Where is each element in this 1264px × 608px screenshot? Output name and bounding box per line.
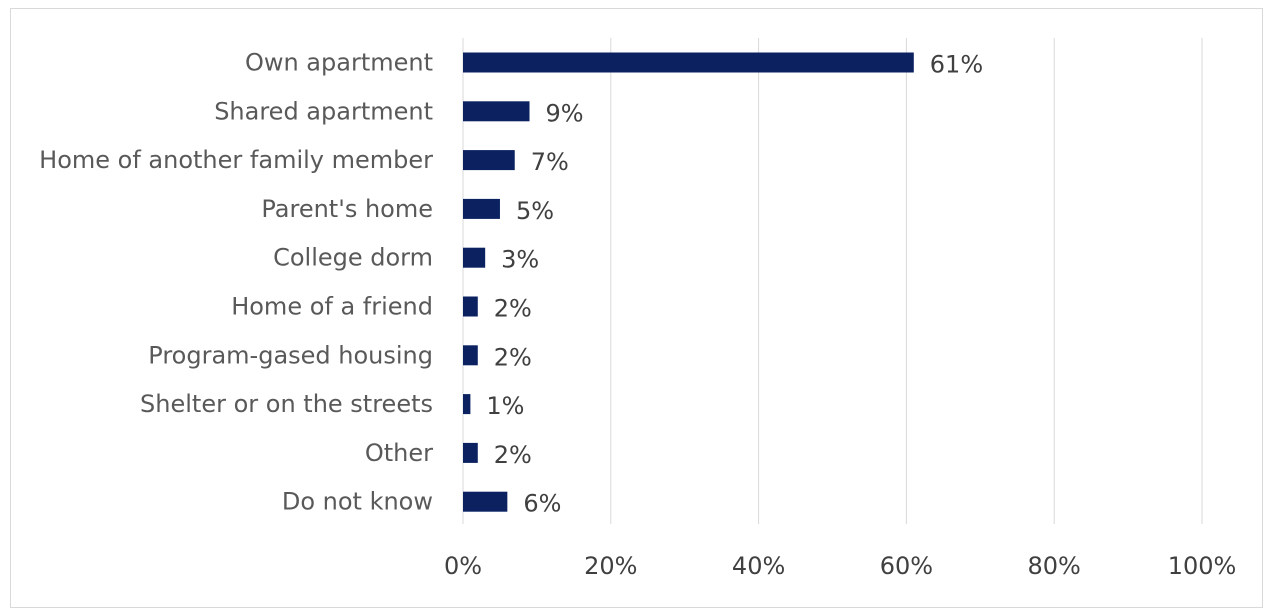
- x-tick-label: 80%: [1028, 552, 1081, 580]
- data-label: 6%: [523, 490, 561, 518]
- data-label: 9%: [546, 99, 584, 127]
- category-label: Own apartment: [245, 49, 433, 77]
- category-label: Shared apartment: [214, 97, 433, 125]
- bar: [463, 345, 478, 366]
- x-tick-label: 100%: [1168, 552, 1237, 580]
- bar: [463, 247, 486, 268]
- category-label: Other: [365, 439, 433, 467]
- bar: [463, 491, 508, 512]
- data-label: 2%: [494, 295, 532, 323]
- category-label: Program-gased housing: [148, 341, 433, 369]
- x-tick-label: 40%: [732, 552, 785, 580]
- category-label: Parent's home: [261, 195, 433, 223]
- data-label: 2%: [494, 441, 532, 469]
- horizontal-bar-chart: Own apartment 61% Shared apartment 9% Home o…: [39, 38, 1237, 580]
- bar: [463, 442, 478, 463]
- bar: [463, 101, 530, 122]
- x-tick-label: 20%: [584, 552, 637, 580]
- category-label: Home of a friend: [231, 293, 433, 321]
- x-tick-label: 60%: [880, 552, 933, 580]
- data-label: 61%: [930, 51, 983, 79]
- bar: [463, 198, 500, 219]
- category-label: Do not know: [282, 488, 433, 516]
- bar: [463, 52, 914, 73]
- x-tick-label: 0%: [444, 552, 482, 580]
- data-label: 7%: [531, 148, 569, 176]
- category-label: Home of another family member: [39, 146, 433, 174]
- data-label: 2%: [494, 343, 532, 371]
- bar: [463, 394, 471, 415]
- data-label: 3%: [501, 246, 539, 274]
- bar: [463, 296, 478, 317]
- data-label: 1%: [486, 392, 524, 420]
- bar: [463, 150, 515, 171]
- category-label: Shelter or on the streets: [140, 390, 433, 418]
- data-label: 5%: [516, 197, 554, 225]
- category-label: College dorm: [273, 244, 433, 272]
